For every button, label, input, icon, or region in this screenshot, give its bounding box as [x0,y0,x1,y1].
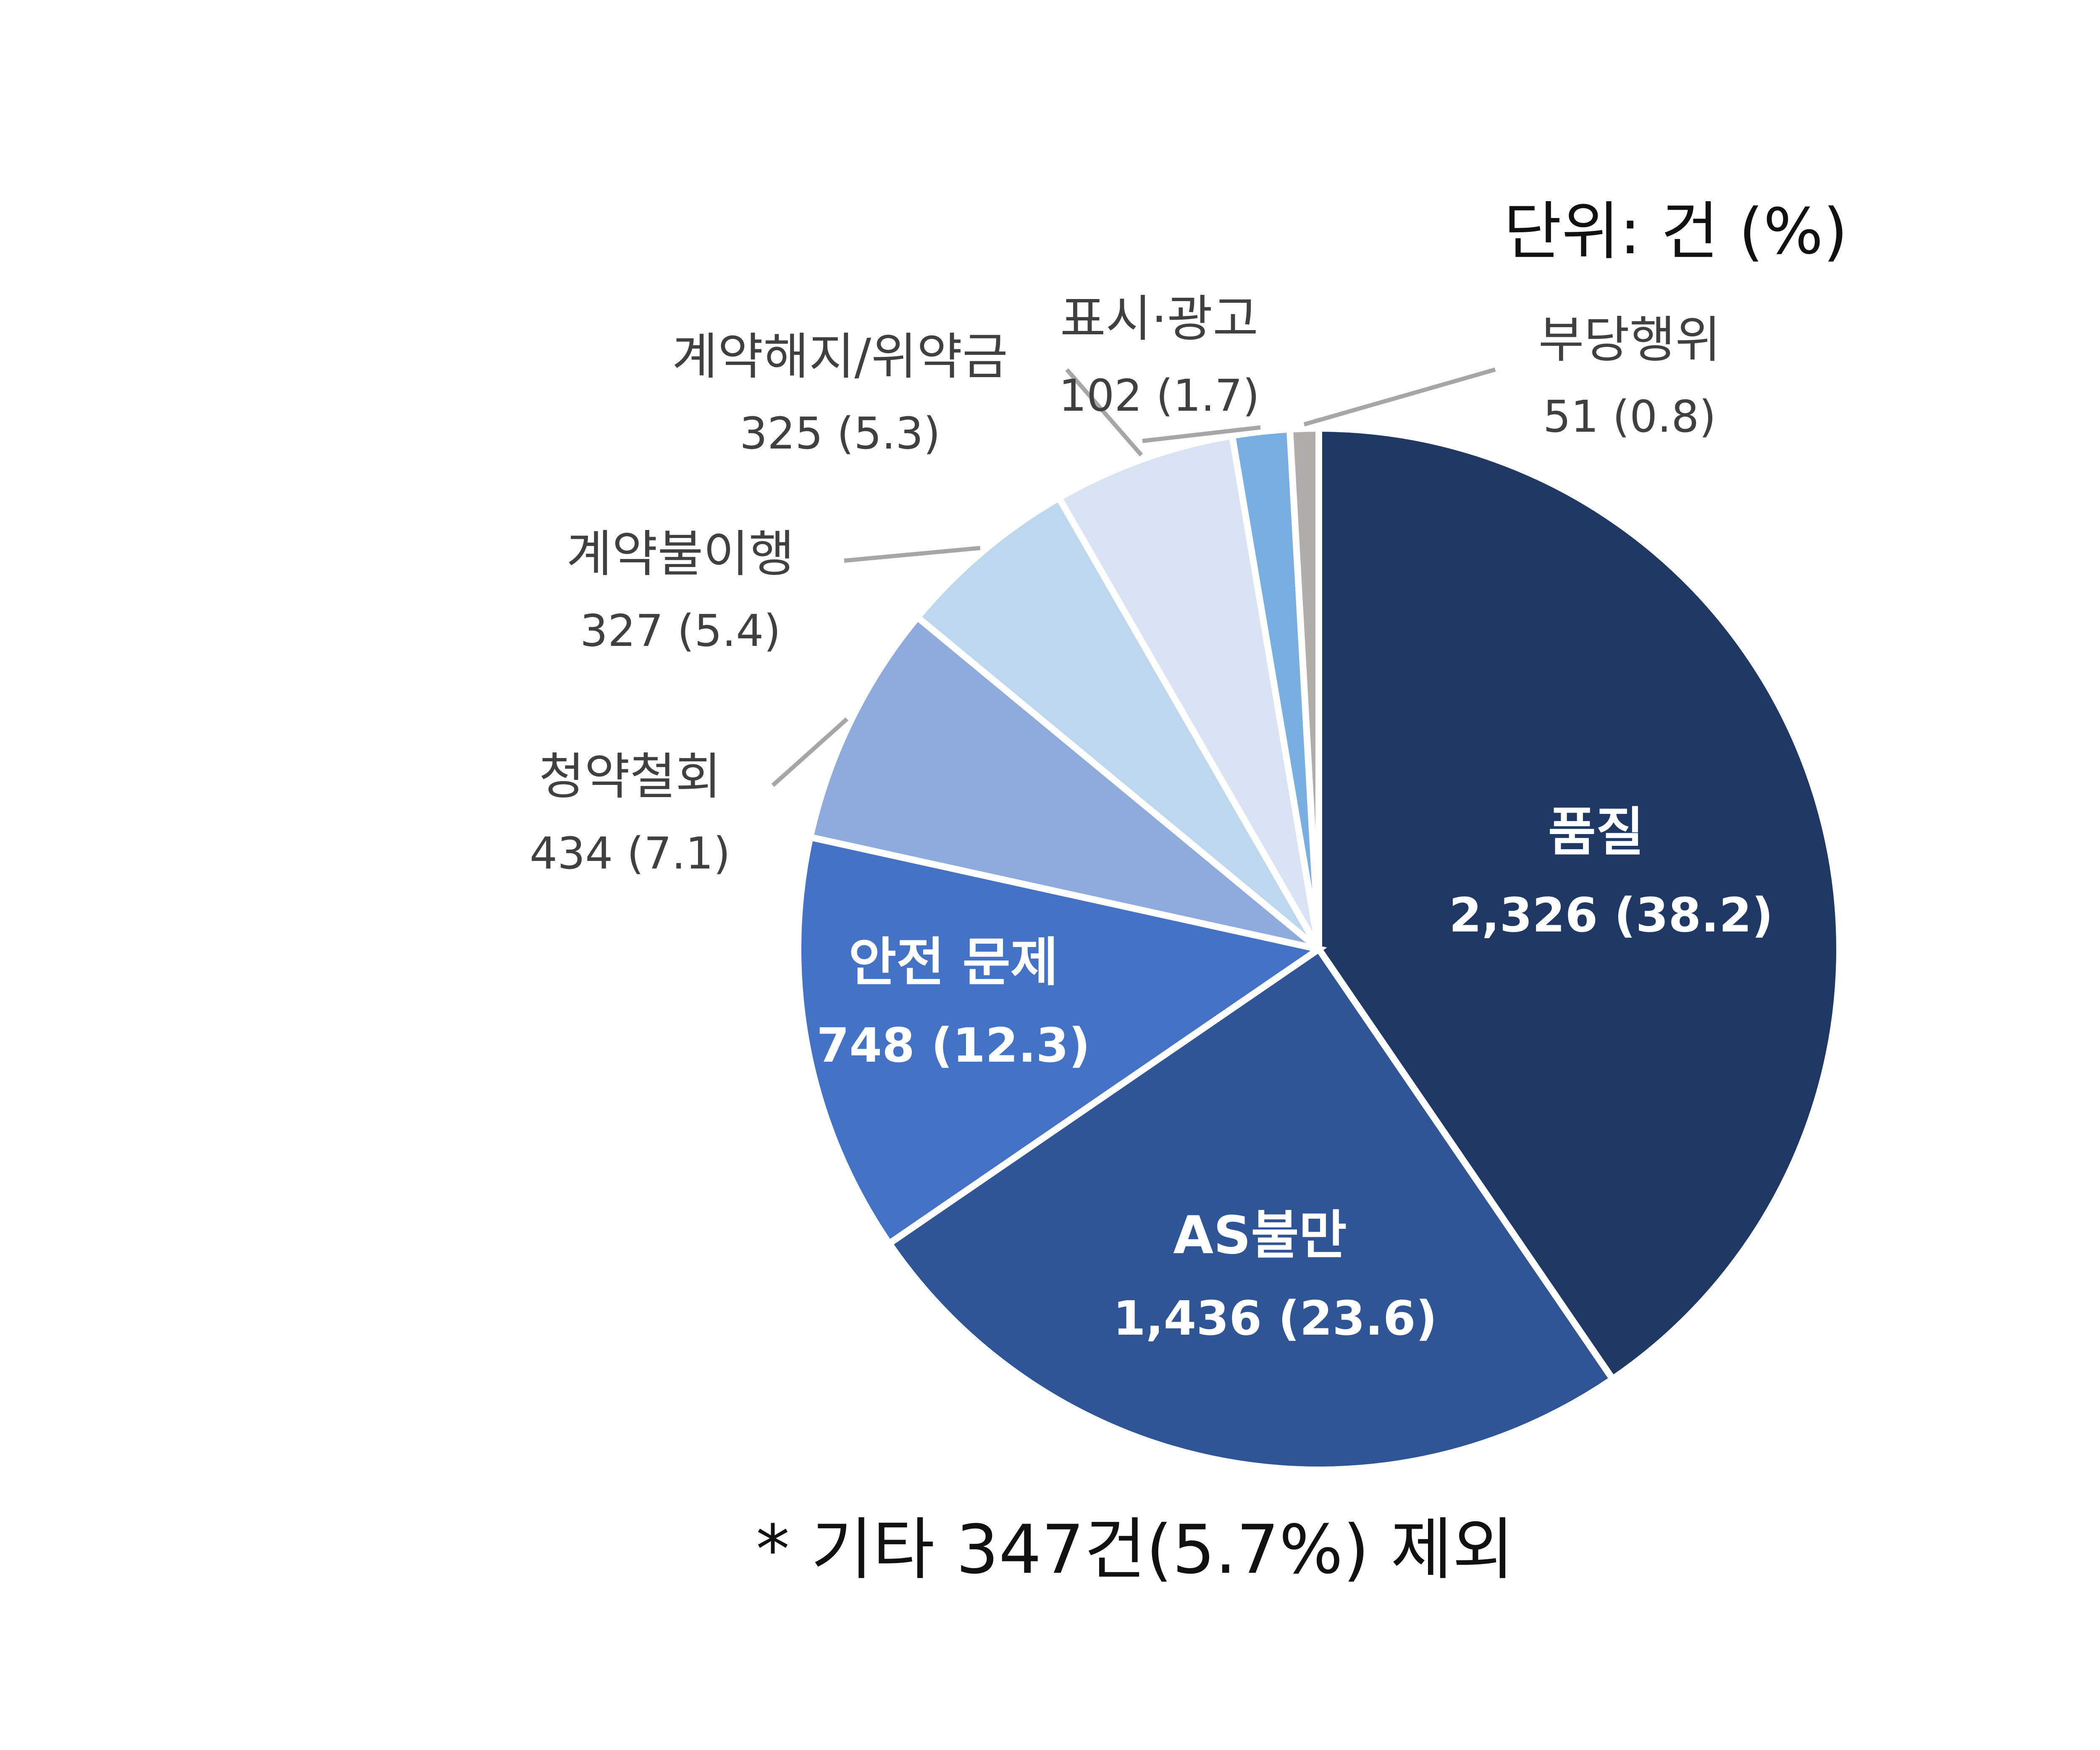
pie-slice [913,493,1322,952]
label-name: 부당행위 [1538,311,1721,369]
pie-slice [1315,425,1843,1384]
label-value: 1,436 (23.6) [1113,1291,1437,1346]
leader-line [771,717,848,787]
label-safety: 안전 문제 748 (12.3) [806,937,1100,1069]
pie-slice [885,944,1617,1473]
label-value: 748 (12.3) [816,1018,1090,1073]
label-value: 325 (5.3) [739,408,941,459]
label-nonperformance: 계약불이행 327 (5.4) [521,529,840,653]
label-name: 청약철회 [538,748,722,805]
label-name: AS불만 [1173,1205,1347,1266]
label-value: 2,326 (38.2) [1449,888,1773,943]
leader-line [844,546,981,563]
label-unfair-practice: 부당행위 51 (0.8) [1495,315,1764,438]
leader-line [1303,367,1496,427]
label-name: 안전 문제 [848,932,1058,993]
unit-label: 단위: 건 (%) [1504,195,1848,268]
label-value: 327 (5.4) [580,605,781,656]
leader-line [1142,425,1261,443]
pie-slices [795,425,1843,1473]
label-value: 51 (0.8) [1543,391,1716,442]
pie-slice [1054,432,1322,951]
pie-slice [806,612,1321,952]
label-value: 434 (7.1) [529,828,731,879]
label-withdrawal: 청약철회 434 (7.1) [496,752,764,875]
label-name: 품질 [1548,802,1644,863]
label-value: 102 (1.7) [1058,370,1260,421]
label-as: AS불만 1,436 (23.6) [1113,1210,1437,1346]
leader-lines [771,367,1496,787]
label-name: 표시·광고 [1060,290,1258,348]
pie-slice [1286,425,1322,950]
label-advertising: 표시·광고 102 (1.7) [1025,294,1294,417]
pie-slice [795,833,1327,1249]
label-name: 계약불이행 [566,525,795,583]
leader-line [1065,368,1143,457]
label-quality: 품질 2,326 (38.2) [1449,806,1773,943]
footnote: * 기타 347건(5.7%) 제외 [756,1510,1515,1589]
label-name: 계약해지/위약금 [672,328,1008,386]
label-termination: 계약해지/위약금 325 (5.3) [622,332,1058,455]
